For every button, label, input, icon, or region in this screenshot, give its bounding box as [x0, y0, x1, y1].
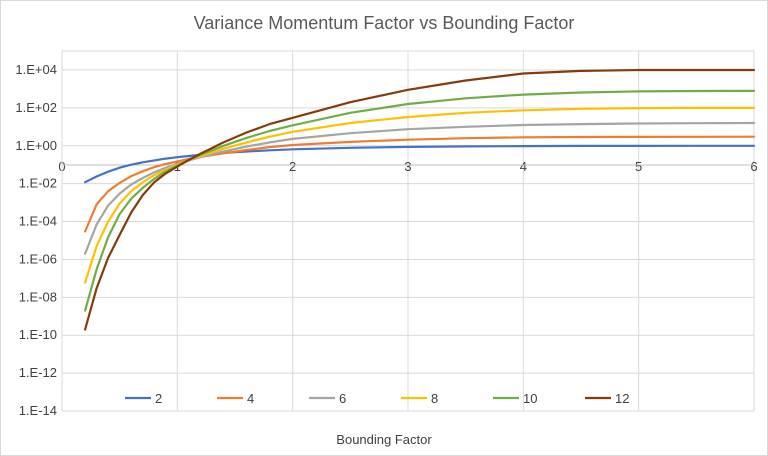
x-tick-label: 3 [404, 159, 411, 174]
y-tick-label: 1.E-02 [19, 176, 57, 191]
series-group [83, 68, 756, 331]
y-tick-label: 1.E-04 [19, 214, 57, 229]
legend-label-6: 6 [339, 391, 346, 406]
y-tick-label: 1.E+00 [15, 138, 57, 153]
legend-label-12: 12 [615, 391, 629, 406]
series-line-10 [83, 89, 756, 312]
y-tick-label: 1.E-14 [19, 403, 57, 418]
legend-label-8: 8 [431, 391, 438, 406]
x-axis-title: Bounding Factor [336, 432, 432, 447]
x-tick-label: 4 [520, 159, 527, 174]
series-line-2 [83, 144, 756, 184]
x-tick-label: 5 [635, 159, 642, 174]
legend: 2 4 6 8 10 12 [125, 391, 629, 406]
series-line-4 [83, 135, 756, 233]
series-line-8 [83, 106, 756, 284]
y-tick-label: 1.E+02 [15, 100, 57, 115]
y-tick-label: 1.E-12 [19, 365, 57, 380]
chart-title: Variance Momentum Factor vs Bounding Fac… [194, 13, 575, 33]
axes: 1.E+04 1.E+02 1.E+00 1.E-02 1.E-04 1.E-06 1.E-… [15, 51, 758, 418]
x-tick-label: 2 [289, 159, 296, 174]
series-line-6 [83, 121, 756, 255]
series-line-12 [83, 68, 756, 331]
legend-label-10: 10 [523, 391, 537, 406]
legend-label-2: 2 [155, 391, 162, 406]
legend-label-4: 4 [247, 391, 254, 406]
y-tick-label: 1.E+04 [15, 62, 57, 77]
x-tick-label: 6 [750, 159, 757, 174]
y-tick-label: 1.E-06 [19, 251, 57, 266]
y-tick-label: 1.E-08 [19, 289, 57, 304]
y-tick-label: 1.E-10 [19, 327, 57, 342]
